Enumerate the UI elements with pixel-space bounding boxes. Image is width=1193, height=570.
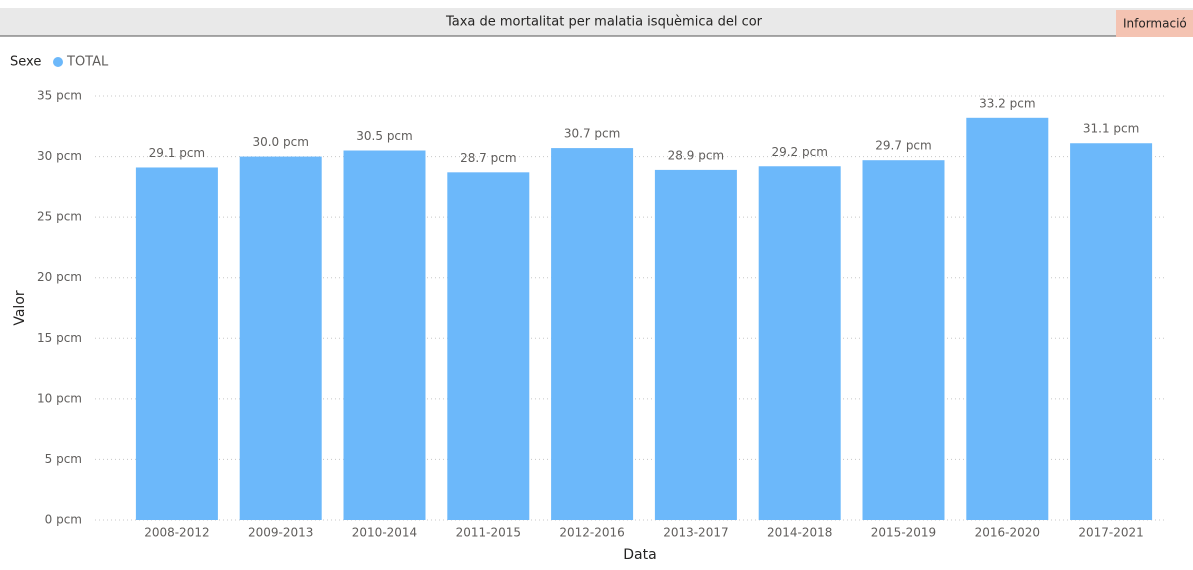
x-tick-label: 2014-2018 (767, 526, 832, 540)
data-label: 28.7 pcm (460, 151, 516, 165)
y-axis-title: Valor (12, 290, 28, 326)
x-tick-label: 2008-2012 (144, 526, 209, 540)
bar (654, 169, 737, 520)
data-label: 29.2 pcm (771, 145, 827, 159)
chart-title: Taxa de mortalitat per malatia isquèmica… (445, 15, 763, 30)
y-tick-label: 25 pcm (37, 210, 82, 224)
bar (966, 117, 1049, 520)
data-label: 29.1 pcm (149, 146, 205, 160)
bar (758, 166, 841, 520)
x-tick-label: 2013-2017 (663, 526, 728, 540)
y-tick-label: 30 pcm (37, 149, 82, 163)
info-button-bg[interactable] (1116, 10, 1193, 37)
y-tick-label: 0 pcm (45, 513, 82, 527)
y-tick-label: 35 pcm (37, 89, 82, 103)
data-label: 30.0 pcm (252, 135, 308, 149)
x-tick-label: 2017-2021 (1078, 526, 1143, 540)
x-tick-label: 2016-2020 (975, 526, 1040, 540)
legend-title: Sexe (10, 55, 41, 70)
x-tick-label: 2009-2013 (248, 526, 313, 540)
bar (1070, 143, 1153, 520)
data-label: 29.7 pcm (875, 139, 931, 153)
data-label: 33.2 pcm (979, 96, 1035, 110)
bar (239, 156, 322, 521)
legend-swatch (53, 57, 63, 67)
info-button[interactable]: Informació (1116, 10, 1193, 37)
y-tick-label: 5 pcm (45, 452, 82, 466)
bar (551, 148, 634, 520)
x-tick-label: 2012-2016 (559, 526, 624, 540)
x-tick-label: 2011-2015 (456, 526, 521, 540)
info-button-label[interactable]: Informació (1123, 17, 1187, 31)
x-tick-label: 2010-2014 (352, 526, 417, 540)
data-label: 31.1 pcm (1083, 122, 1139, 136)
x-axis-title: Data (623, 547, 656, 563)
bar (135, 167, 218, 520)
data-label: 28.9 pcm (668, 148, 724, 162)
bar (447, 172, 530, 520)
bar (343, 150, 426, 520)
y-tick-label: 10 pcm (37, 391, 82, 405)
y-tick-label: 15 pcm (37, 331, 82, 345)
legend-label: TOTAL (66, 55, 109, 70)
bar (862, 160, 945, 520)
header-bar (0, 8, 1193, 36)
data-label: 30.5 pcm (356, 129, 412, 143)
y-tick-label: 20 pcm (37, 270, 82, 284)
x-tick-label: 2015-2019 (871, 526, 936, 540)
data-label: 30.7 pcm (564, 127, 620, 141)
